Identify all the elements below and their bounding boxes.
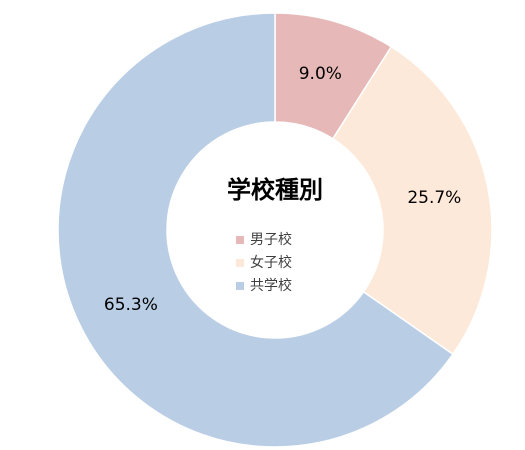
legend-swatch (236, 259, 244, 267)
chart-title: 学校種別 (227, 176, 323, 204)
data-label: 9.0% (299, 64, 342, 84)
data-label: 25.7% (407, 188, 461, 208)
legend-label: 共学校 (250, 277, 292, 294)
data-label: 65.3% (104, 295, 158, 315)
legend-label: 男子校 (250, 231, 292, 248)
legend-swatch (236, 236, 244, 244)
donut-slice (331, 45, 493, 356)
legend-label: 女子校 (250, 254, 292, 271)
donut-slice (57, 12, 454, 448)
legend-swatch (236, 282, 244, 290)
